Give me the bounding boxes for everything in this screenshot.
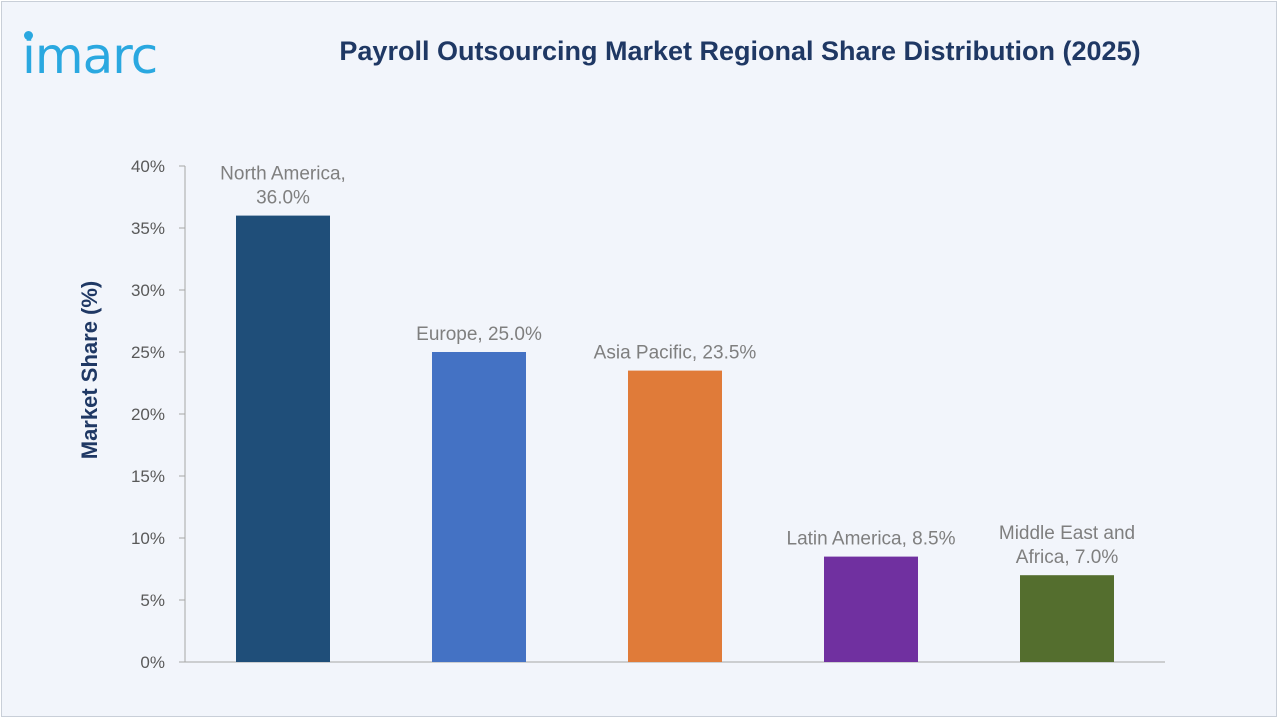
y-tick-label: 20% xyxy=(131,405,165,424)
y-tick-label: 5% xyxy=(140,591,165,610)
logo-text: imarc xyxy=(22,27,158,85)
data-label: Africa, 7.0% xyxy=(1016,547,1119,568)
data-label: Europe, 25.0% xyxy=(416,324,542,345)
bar-europe xyxy=(432,352,526,662)
y-tick-label: 30% xyxy=(131,281,165,300)
y-tick-label: 35% xyxy=(131,219,165,238)
data-labels: North America, 36.0% Europe, 25.0% Asia Pac… xyxy=(220,164,1135,569)
data-label: Middle East and xyxy=(999,523,1135,544)
bars xyxy=(236,215,1114,662)
imarc-logo: imarc xyxy=(22,24,212,84)
y-tick-label: 25% xyxy=(131,343,165,362)
data-label: North America, xyxy=(220,164,346,185)
y-tick-label: 40% xyxy=(131,157,165,176)
bar-latin-america xyxy=(824,556,918,662)
y-tick-label: 10% xyxy=(131,529,165,548)
y-axis: 0% 5% 10% 15% 20% 25% 30% 35% 40% xyxy=(131,157,1165,672)
data-label: 36.0% xyxy=(256,188,310,209)
data-label: Latin America, 8.5% xyxy=(787,529,956,550)
logo-dot-icon xyxy=(24,31,33,40)
data-label: Asia Pacific, 23.5% xyxy=(594,343,757,364)
bar-middle-east-and-africa xyxy=(1020,575,1114,662)
bar-asia-pacific xyxy=(628,370,722,662)
chart-title: Payroll Outsourcing Market Regional Shar… xyxy=(339,36,1141,66)
y-tick-label: 15% xyxy=(131,467,165,486)
bar-north-america xyxy=(236,215,330,662)
y-tick-label: 0% xyxy=(140,653,165,672)
y-axis-label: Market Share (%) xyxy=(77,281,102,460)
